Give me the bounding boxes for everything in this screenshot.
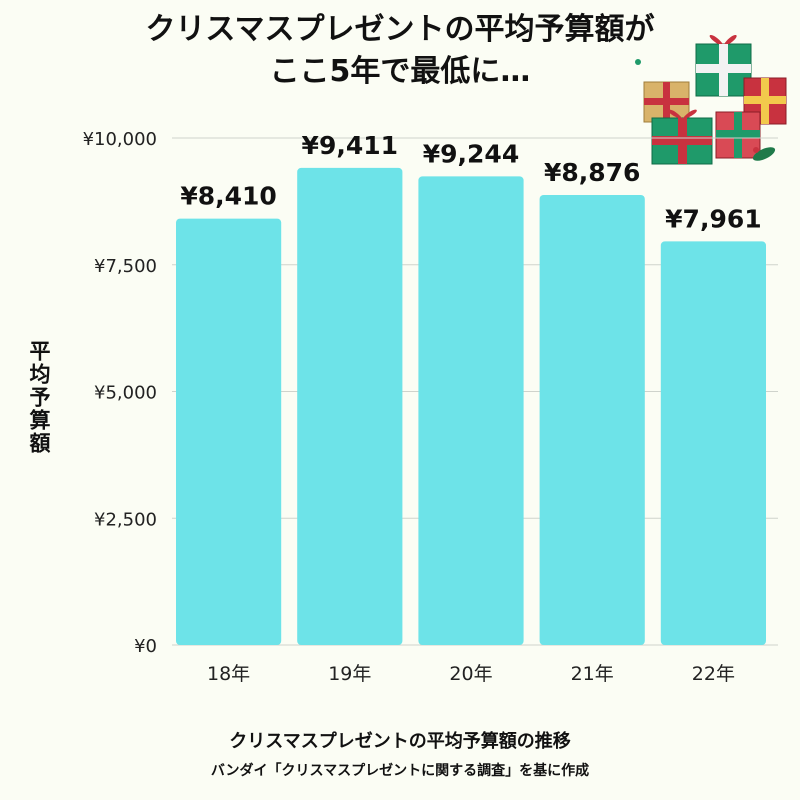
data-label: ¥9,411 (302, 131, 398, 160)
chart-title-line1: クリスマスプレゼントの平均予算額が (145, 12, 655, 47)
data-label: ¥8,876 (544, 158, 640, 187)
y-tick-label: ¥10,000 (83, 129, 157, 150)
x-tick-label: 21年 (571, 663, 614, 685)
bar (176, 218, 282, 645)
x-tick-label: 19年 (328, 663, 371, 685)
y-axis-label: 平均予算額 (27, 340, 51, 455)
y-tick-label: ¥2,500 (94, 509, 157, 530)
data-label: ¥9,244 (423, 139, 519, 168)
bar (660, 241, 766, 645)
data-label: ¥7,961 (665, 204, 761, 233)
x-tick-label: 22年 (692, 663, 735, 685)
bar (297, 167, 403, 645)
bar (539, 194, 645, 645)
x-tick-label: 20年 (449, 663, 492, 685)
chart-caption: クリスマスプレゼントの平均予算額の推移 (229, 731, 571, 752)
y-tick-label: ¥7,500 (94, 256, 157, 277)
source-note: バンダイ「クリスマスプレゼントに関する調査」を基に作成 (210, 763, 590, 779)
bar (418, 176, 524, 645)
data-label: ¥8,410 (180, 182, 276, 211)
y-tick-label: ¥0 (134, 636, 157, 657)
chart-title-line2: ここ5年で最低に… (269, 54, 531, 89)
christmas-gifts-icon (635, 34, 787, 165)
y-tick-label: ¥5,000 (94, 383, 157, 404)
x-tick-label: 18年 (207, 663, 250, 685)
